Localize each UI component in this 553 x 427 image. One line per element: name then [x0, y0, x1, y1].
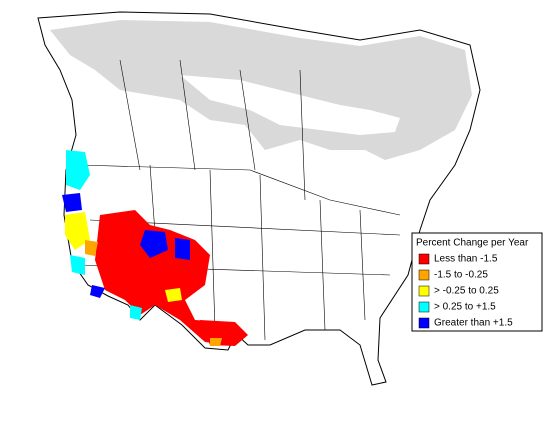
data-area: [65, 212, 90, 250]
data-areas: [62, 150, 248, 346]
data-area: [165, 288, 182, 302]
data-area: [130, 305, 142, 320]
data-area: [210, 338, 222, 346]
data-area: [175, 238, 190, 260]
legend-swatch: [418, 301, 430, 313]
data-area: [70, 255, 85, 275]
legend-box: [411, 232, 543, 332]
legend: Percent Change per Year Less than -1.5 -1…: [411, 232, 543, 332]
land-interior: [180, 75, 400, 135]
legend-swatch: [418, 253, 430, 265]
legend-label: > 0.25 to +1.5: [434, 302, 496, 313]
data-area: [95, 210, 245, 345]
legend-swatch: [418, 269, 430, 281]
legend-label: Greater than +1.5: [434, 318, 513, 329]
data-area: [90, 285, 105, 298]
legend-label: Less than -1.5: [434, 254, 498, 265]
data-area: [66, 150, 90, 190]
legend-label: > -0.25 to 0.25: [434, 286, 499, 297]
legend-label: -1.5 to -0.25: [434, 270, 488, 281]
legend-swatch: [418, 317, 430, 329]
data-area: [85, 240, 98, 256]
legend-swatch: [418, 285, 430, 297]
data-area: [62, 193, 82, 212]
data-area: [140, 230, 168, 258]
legend-title: Percent Change per Year: [416, 238, 529, 249]
